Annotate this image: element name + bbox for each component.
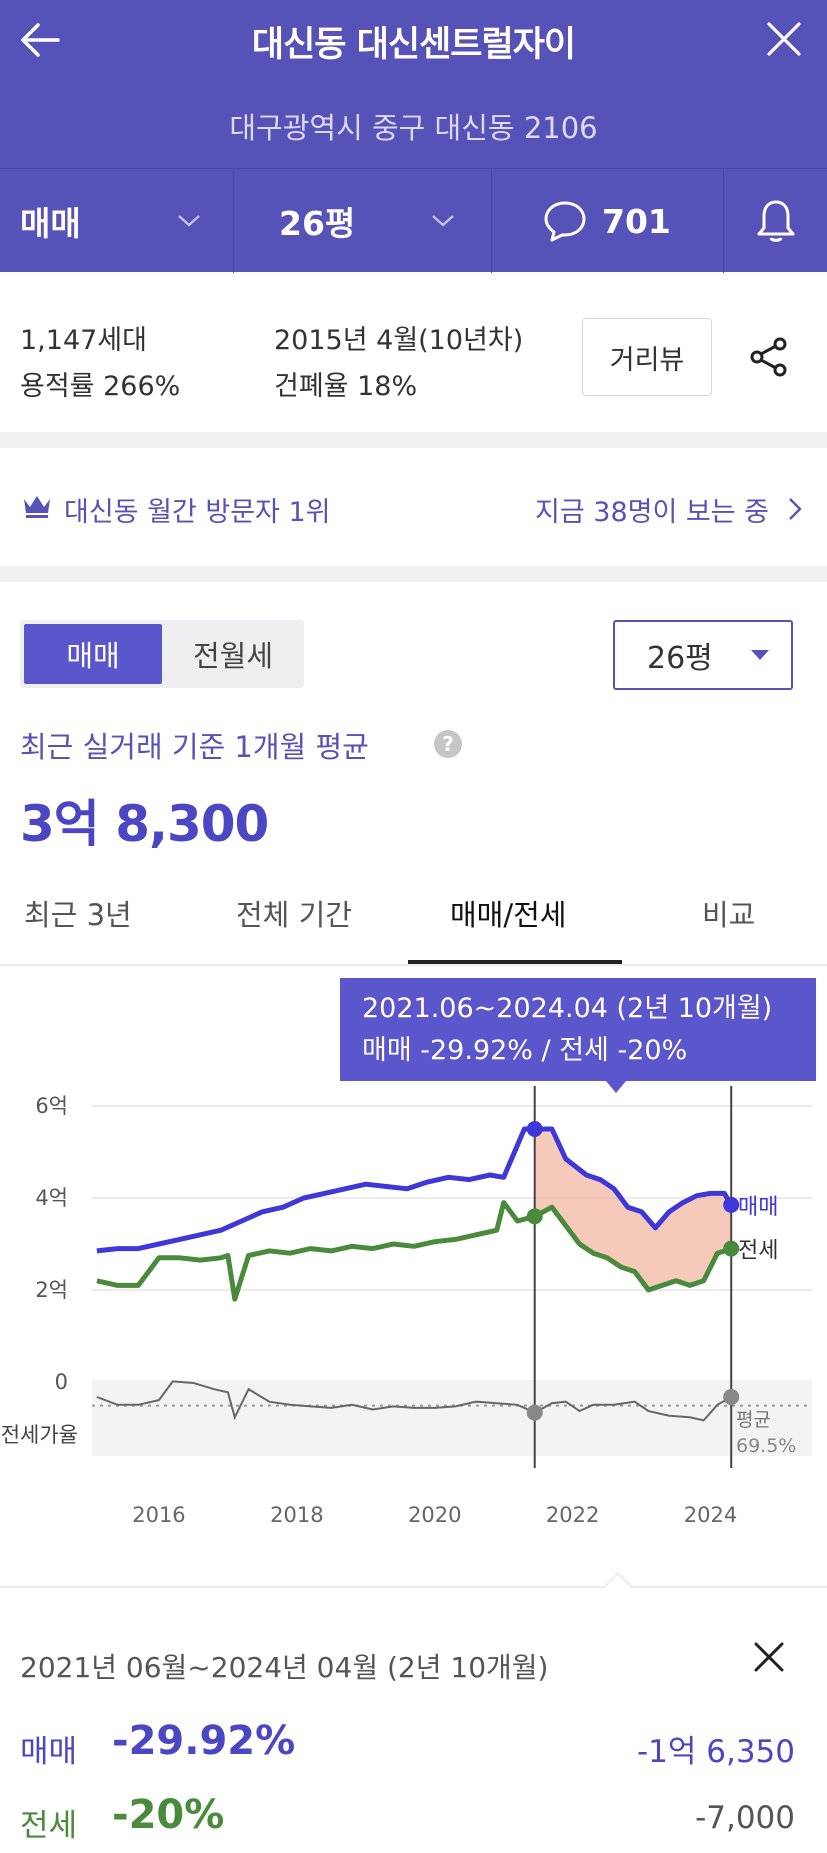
- street-view-button[interactable]: 거리뷰: [582, 318, 712, 396]
- panel-notch: [603, 1571, 633, 1601]
- tooltip-arrow: [606, 1081, 626, 1093]
- visitor-banner[interactable]: 대신동 월간 방문자 1위 지금 38명이 보는 중: [0, 460, 827, 560]
- complex-info: 1,147세대 용적률 266% 2015년 4월(10년차) 건폐율 18%: [0, 272, 827, 432]
- x-tick-label: 2024: [684, 1503, 737, 1527]
- sale-point: [526, 1121, 543, 1137]
- period-tooltip: 2021.06~2024.04 (2년 10개월) 매매 -29.92% / 전…: [340, 978, 816, 1081]
- avg-price-value: 3억 8,300: [20, 795, 269, 853]
- chevron-down-icon: [432, 215, 454, 227]
- active-tab-indicator: [408, 960, 622, 964]
- built-date: 2015년 4월(10년차): [274, 325, 524, 356]
- x-tick-label: 2018: [270, 1503, 323, 1527]
- segment-rent[interactable]: 전월세: [192, 639, 274, 673]
- avg-price-label: 최근 실거래 기준 1개월 평균: [20, 730, 369, 764]
- ratio-label: 전세가율: [1, 1423, 78, 1447]
- segment-sale[interactable]: 매매: [24, 624, 162, 684]
- x-tick-label: 2016: [132, 1503, 185, 1527]
- trade-segment-control: 매매 전월세: [20, 620, 304, 688]
- x-tick-label: 2022: [546, 1503, 599, 1527]
- jeonse-point: [723, 1240, 740, 1257]
- ratio-point: [526, 1404, 543, 1421]
- comments-button[interactable]: 701: [492, 169, 724, 273]
- jeonse-change-pct: -20%: [112, 1792, 225, 1838]
- jeonse-line: [96, 1200, 733, 1302]
- size-select-value: 26평: [647, 641, 713, 676]
- notification-button[interactable]: [724, 169, 827, 273]
- ratio-avg-label: 평균: [736, 1409, 771, 1431]
- jeonse-change-label: 전세: [20, 1808, 78, 1844]
- jeonse-point: [526, 1208, 543, 1225]
- floor-area-ratio: 용적률 266%: [20, 371, 181, 402]
- tab-compare[interactable]: 비교: [702, 898, 756, 932]
- page-title: 대신동 대신센트럴자이: [251, 25, 576, 65]
- panel-divider: [0, 1586, 827, 1588]
- tooltip-period: 2021.06~2024.04 (2년 10개월): [362, 993, 773, 1024]
- jeonse-change-amount: -7,000: [695, 1800, 795, 1836]
- sale-point: [723, 1196, 740, 1213]
- households: 1,147세대: [20, 325, 147, 356]
- sale-change-amount: -1억 6,350: [636, 1734, 795, 1770]
- comment-count: 701: [602, 201, 671, 241]
- chevron-down-icon: [178, 215, 200, 227]
- tab-all-period[interactable]: 전체 기간: [236, 898, 352, 932]
- close-icon[interactable]: [763, 18, 805, 60]
- size-dropdown[interactable]: 26평: [234, 169, 492, 273]
- filter-bar: 매매 26평 701: [0, 168, 827, 273]
- ratio-band: [92, 1380, 812, 1456]
- watching-now: 지금 38명이 보는 중: [535, 497, 769, 528]
- ratio-point: [723, 1389, 740, 1405]
- speech-bubble-icon: [544, 201, 586, 242]
- building-coverage: 건폐율 18%: [274, 371, 418, 402]
- share-icon[interactable]: [748, 336, 790, 378]
- sale-series-label: 매매: [738, 1195, 778, 1220]
- caret-down-icon: [751, 650, 769, 660]
- size-select[interactable]: 26평: [613, 620, 793, 690]
- ratio-line: [96, 1380, 732, 1422]
- trade-type-label: 매매: [20, 204, 81, 243]
- y-tick-label: 6억: [35, 1094, 68, 1118]
- chevron-right-icon: [789, 498, 802, 520]
- app-header: 대신동 대신센트럴자이 대구광역시 중구 대신동 2106 매매 26평 701: [0, 0, 827, 273]
- section-divider: [0, 566, 827, 582]
- back-arrow-icon[interactable]: [18, 18, 62, 62]
- tab-sale-jeonse[interactable]: 매매/전세: [450, 898, 567, 932]
- panel-period: 2021년 06월~2024년 04월 (2년 10개월): [20, 1651, 549, 1684]
- jeonse-series-label: 전세: [738, 1239, 778, 1264]
- trade-type-dropdown[interactable]: 매매: [0, 169, 234, 273]
- sale-line: [96, 1126, 734, 1254]
- y-tick-label: 0: [55, 1370, 68, 1394]
- y-tick-label: 4억: [35, 1186, 68, 1210]
- ratio-avg-value: 69.5%: [736, 1435, 796, 1457]
- address: 대구광역시 중구 대신동 2106: [229, 111, 598, 145]
- title-row: 대신동 대신센트럴자이: [0, 0, 827, 80]
- help-icon[interactable]: ?: [434, 730, 462, 758]
- sale-change-label: 매매: [20, 1734, 78, 1770]
- visitor-rank: 대신동 월간 방문자 1위: [64, 497, 331, 528]
- period-tabs: 최근 3년 전체 기간 매매/전세 비교: [0, 880, 827, 966]
- size-label: 26평: [279, 204, 356, 243]
- tab-recent-3y[interactable]: 최근 3년: [24, 898, 132, 932]
- y-tick-label: 2억: [35, 1278, 68, 1302]
- bell-icon: [757, 200, 794, 242]
- crown-icon: [24, 496, 50, 518]
- close-icon[interactable]: [752, 1640, 786, 1674]
- x-tick-label: 2020: [408, 1503, 461, 1527]
- sale-change-pct: -29.92%: [112, 1718, 296, 1764]
- tooltip-change: 매매 -29.92% / 전세 -20%: [362, 1035, 688, 1066]
- section-divider: [0, 432, 827, 448]
